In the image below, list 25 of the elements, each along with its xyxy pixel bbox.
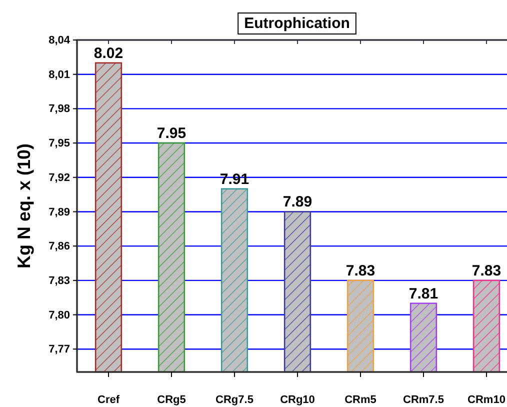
- y-axis-title: Kg N eq. x (10): [14, 143, 34, 269]
- data-label: 7.95: [156, 125, 186, 142]
- y-tick-label: 7,80: [48, 309, 70, 322]
- x-tick-label: CRm5: [344, 394, 376, 406]
- x-tick-label: CRg7.5: [216, 394, 254, 406]
- x-tick-label: CRg10: [280, 394, 315, 406]
- y-tick-label: 7,77: [48, 344, 70, 356]
- chart-title: Eutrophication: [244, 15, 350, 32]
- data-label: 8.02: [94, 44, 124, 62]
- data-label: 7.81: [408, 285, 438, 302]
- data-label: 7.83: [346, 262, 376, 280]
- x-tick-label: CRm7.5: [403, 394, 444, 406]
- y-tick-label: 7,98: [48, 103, 70, 116]
- y-tick-label: 8,01: [48, 68, 70, 81]
- y-tick-label: 7,89: [48, 206, 70, 218]
- x-tick-label: CRm10: [468, 394, 506, 406]
- y-tick-label: 7,95: [48, 138, 70, 150]
- x-tick-label: Cref: [97, 394, 120, 406]
- y-tick-label: 7,92: [48, 172, 70, 184]
- data-label: 7.89: [282, 194, 312, 211]
- y-tick-label: 7,83: [48, 274, 70, 287]
- y-tick-label: 7,86: [48, 240, 70, 253]
- x-tick-label: CRg5: [157, 394, 186, 406]
- y-tick-label: 8,04: [48, 34, 71, 47]
- data-label: 7.83: [472, 262, 502, 280]
